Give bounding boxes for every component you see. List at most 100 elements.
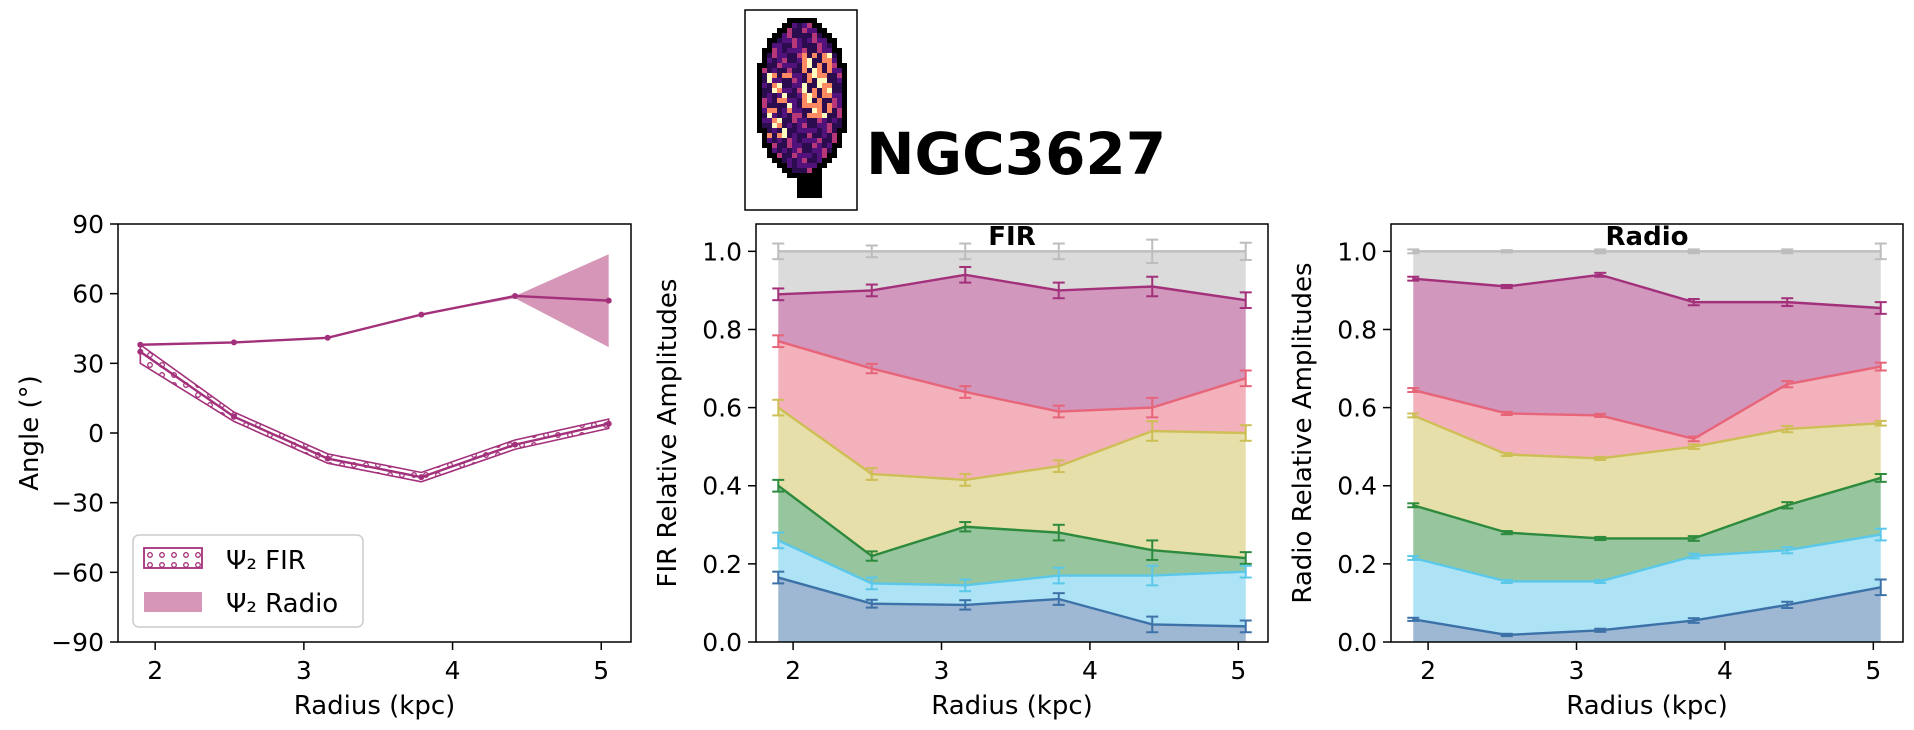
fir-band <box>139 343 610 483</box>
galaxy-pixel <box>797 158 802 163</box>
fir-xtick-label: 4 <box>1082 656 1098 685</box>
radio-line-purple <box>1413 273 1881 310</box>
galaxy-pixel <box>832 113 837 118</box>
galaxy-pixel <box>817 93 822 98</box>
galaxy-pixel <box>817 143 822 148</box>
galaxy-pixel <box>777 43 782 48</box>
fir-band-blue <box>778 577 1246 642</box>
galaxy-pixel <box>767 78 772 83</box>
galaxy-image <box>757 18 847 198</box>
galaxy-pixel <box>777 103 782 108</box>
galaxy-pixel <box>802 128 807 133</box>
galaxy-pixel <box>807 158 812 163</box>
galaxy-pixel <box>772 68 777 73</box>
galaxy-pixel <box>767 153 772 158</box>
galaxy-pixel <box>822 138 827 143</box>
galaxy-pixel <box>802 183 807 188</box>
galaxy-pixel <box>767 128 772 133</box>
galaxy-pixel <box>827 73 832 78</box>
galaxy-pixel <box>842 98 847 103</box>
galaxy-pixel <box>827 98 832 103</box>
galaxy-pixel <box>792 153 797 158</box>
fir-line-purple <box>778 273 1246 302</box>
galaxy-pixel <box>807 143 812 148</box>
galaxy-pixel <box>812 103 817 108</box>
galaxy-pixel <box>802 33 807 38</box>
galaxy-pixel <box>767 83 772 88</box>
galaxy-pixel <box>762 118 767 123</box>
fir-xtick-label: 3 <box>934 656 950 685</box>
galaxy-pixel <box>782 153 787 158</box>
galaxy-pixel <box>797 143 802 148</box>
galaxy-pixel <box>832 88 837 93</box>
galaxy-pixel <box>832 73 837 78</box>
galaxy-pixel <box>807 18 812 23</box>
radio-line-pink <box>1412 365 1881 441</box>
radio-xtick-label: 4 <box>1717 656 1733 685</box>
galaxy-pixel <box>812 163 817 168</box>
galaxy-thumbnail <box>744 9 858 211</box>
angle-ylabel: Angle (°) <box>15 375 45 491</box>
galaxy-pixel <box>762 133 767 138</box>
fir-band-green <box>778 485 1246 586</box>
galaxy-pixel <box>787 78 792 83</box>
galaxy-pixel <box>797 123 802 128</box>
galaxy-pixel <box>832 83 837 88</box>
galaxy-pixel <box>837 78 842 83</box>
galaxy-pixel <box>812 83 817 88</box>
galaxy-pixel <box>757 113 762 118</box>
galaxy-pixel <box>822 48 827 53</box>
galaxy-pixel <box>787 73 792 78</box>
galaxy-pixel <box>832 108 837 113</box>
galaxy-pixel <box>817 163 822 168</box>
fir-band-purple <box>778 274 1246 412</box>
galaxy-pixel <box>812 118 817 123</box>
galaxy-pixel <box>807 148 812 153</box>
galaxy-pixel <box>777 83 782 88</box>
galaxy-pixel <box>832 93 837 98</box>
galaxy-pixel <box>792 168 797 173</box>
galaxy-pixel <box>782 28 787 33</box>
galaxy-pixel <box>817 148 822 153</box>
galaxy-pixel <box>772 138 777 143</box>
galaxy-pixel <box>762 63 767 68</box>
galaxy-pixel <box>772 53 777 58</box>
galaxy-pixel <box>787 153 792 158</box>
galaxy-pixel <box>812 188 817 193</box>
galaxy-pixel <box>817 43 822 48</box>
galaxy-pixel <box>782 133 787 138</box>
galaxy-pixel <box>802 118 807 123</box>
galaxy-pixel <box>822 148 827 153</box>
galaxy-pixel <box>797 173 802 178</box>
radio-title: Radio <box>1606 222 1689 252</box>
fir-band-cyan <box>778 540 1246 627</box>
galaxy-pixel <box>807 168 812 173</box>
galaxy-pixel <box>782 53 787 58</box>
galaxy-pixel <box>797 93 802 98</box>
galaxy-pixel <box>782 83 787 88</box>
galaxy-pixel <box>777 68 782 73</box>
galaxy-pixel <box>802 38 807 43</box>
galaxy-pixel <box>837 123 842 128</box>
galaxy-pixel <box>812 173 817 178</box>
galaxy-pixel <box>777 33 782 38</box>
galaxy-pixel <box>777 48 782 53</box>
galaxy-pixel <box>817 128 822 133</box>
galaxy-pixel <box>817 58 822 63</box>
galaxy-pixel <box>757 78 762 83</box>
galaxy-pixel <box>797 83 802 88</box>
fir-angle-point <box>137 348 144 355</box>
galaxy-pixel <box>792 33 797 38</box>
galaxy-pixel <box>817 183 822 188</box>
galaxy-pixel <box>757 63 762 68</box>
galaxy-pixel <box>792 88 797 93</box>
galaxy-pixel <box>817 103 822 108</box>
galaxy-pixel <box>762 108 767 113</box>
radio-line-blue <box>1413 586 1881 637</box>
fir-ylabel: FIR Relative Amplitudes <box>653 279 683 588</box>
fir-xlabel: Radius (kpc) <box>931 691 1093 721</box>
fir-frame <box>755 223 1269 643</box>
galaxy-pixel <box>807 48 812 53</box>
galaxy-pixel <box>782 143 787 148</box>
galaxy-pixel <box>762 98 767 103</box>
